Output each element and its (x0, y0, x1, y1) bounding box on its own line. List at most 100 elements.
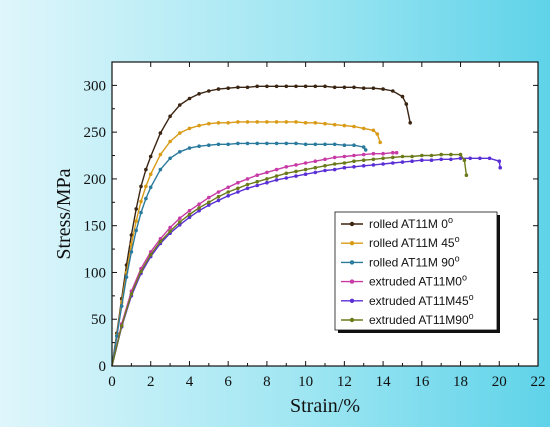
data-point (265, 141, 269, 146)
data-point (303, 161, 308, 165)
x-tick-label: 4 (186, 374, 194, 390)
y-tick-label: 200 (84, 172, 107, 188)
data-point (216, 194, 221, 199)
data-point (294, 169, 298, 174)
data-point (236, 180, 240, 185)
y-tick-label: 100 (84, 265, 107, 281)
data-point (226, 185, 230, 190)
data-point (378, 140, 383, 145)
data-point (361, 126, 366, 131)
x-tick-label: 2 (147, 374, 155, 390)
data-point (148, 154, 153, 159)
data-point (178, 220, 182, 224)
data-point (134, 219, 138, 223)
data-point (274, 120, 279, 124)
legend-box (334, 211, 498, 331)
data-point (352, 85, 356, 90)
data-point (400, 160, 405, 164)
y-tick-label: 150 (84, 219, 107, 235)
data-point (391, 89, 395, 93)
data-point (464, 173, 469, 177)
legend-entry-degree: o (455, 234, 460, 244)
data-point (313, 121, 318, 125)
data-point (255, 84, 259, 89)
data-point (303, 84, 308, 89)
data-point (361, 164, 366, 168)
data-point (236, 85, 240, 90)
legend-entry-name: rolled AT11M 0 (369, 217, 448, 231)
data-point (303, 142, 308, 147)
data-point (429, 153, 434, 158)
data-point (168, 114, 172, 119)
x-tick-label: 14 (376, 374, 392, 390)
data-point (284, 165, 289, 169)
data-point (332, 167, 337, 172)
data-point (255, 141, 259, 146)
data-point (371, 157, 376, 162)
data-point (294, 120, 298, 124)
data-point (226, 194, 230, 198)
data-point (216, 142, 221, 147)
data-point (400, 154, 405, 159)
data-point (284, 141, 289, 146)
data-point (342, 154, 347, 159)
data-point (352, 153, 356, 158)
data-point (216, 121, 221, 125)
x-tick-label: 6 (224, 374, 232, 390)
data-point (144, 184, 148, 189)
legend-entry-label: rolled AT11M 45o (369, 234, 460, 250)
data-point (216, 190, 221, 194)
data-point (371, 151, 376, 156)
legend-entry-label: extruded AT11M45o (369, 292, 474, 308)
y-tick-label: 0 (99, 359, 107, 375)
data-point (265, 84, 269, 89)
data-point (274, 167, 279, 172)
legend-entry-name: extruded AT11M45 (369, 294, 469, 308)
data-point (245, 85, 250, 90)
series-layer (111, 84, 503, 367)
data-point (394, 150, 399, 155)
data-point (342, 143, 347, 147)
data-point (148, 185, 153, 190)
data-point (313, 170, 318, 175)
data-point (178, 216, 182, 220)
legend-entry-name: rolled AT11M 90 (369, 255, 455, 269)
data-point (255, 173, 259, 177)
data-point (255, 183, 259, 188)
legend-entry-label: extruded AT11M90o (369, 311, 474, 327)
series-3 (111, 141, 368, 367)
data-point (449, 152, 453, 157)
data-point (294, 174, 298, 178)
data-point (274, 84, 279, 89)
y-axis-label: Stress/MPa (53, 168, 75, 259)
data-point (139, 210, 143, 215)
data-point (323, 84, 327, 89)
data-point (363, 148, 368, 152)
data-point (303, 172, 308, 176)
data-point (381, 156, 385, 161)
data-point (449, 157, 453, 162)
legend-swatch-marker (349, 260, 355, 265)
data-point (284, 84, 289, 89)
data-point (381, 87, 385, 91)
data-point (303, 121, 308, 125)
series-6 (111, 152, 469, 367)
data-point (391, 155, 395, 160)
data-point (144, 196, 148, 201)
legend-entry-degree: o (455, 253, 460, 263)
legend-entry-name: extruded AT11M0 (369, 275, 462, 289)
legend-entry-degree: o (462, 273, 467, 283)
data-point (303, 167, 308, 172)
x-tick-label: 22 (531, 374, 546, 390)
data-point (352, 124, 356, 129)
data-point (410, 159, 414, 163)
x-tick-label: 0 (108, 374, 116, 390)
data-point (187, 212, 192, 217)
data-point (458, 152, 463, 157)
data-point (381, 151, 385, 156)
data-point (361, 145, 366, 149)
series-5 (111, 156, 503, 367)
data-point (498, 165, 503, 170)
